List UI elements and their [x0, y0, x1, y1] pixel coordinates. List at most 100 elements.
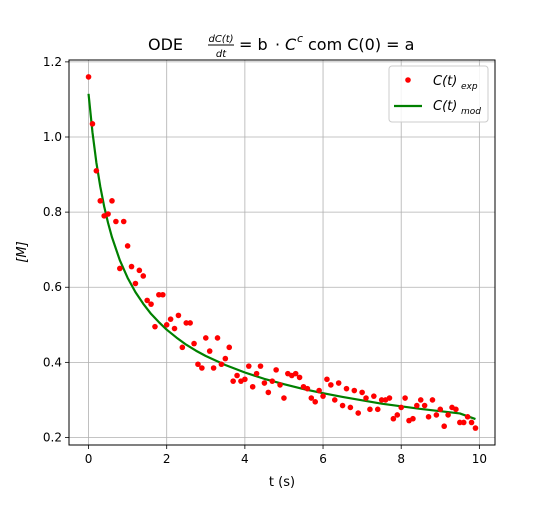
title-c-symbol: C [285, 35, 297, 54]
x-tick-label: 6 [319, 452, 327, 466]
data-point [226, 344, 233, 351]
data-point [433, 412, 440, 418]
data-point [308, 395, 315, 401]
data-point [343, 385, 350, 392]
data-point [265, 389, 272, 396]
data-point [339, 402, 346, 409]
legend-label-exp-main: C(t) [433, 74, 457, 89]
data-point [437, 406, 444, 413]
title-initial-condition: com C(0) = a [308, 35, 414, 54]
data-point [128, 263, 135, 270]
y-axis-ticks: 0.2 0.4 0.6 0.8 1.0 1.2 [43, 55, 69, 444]
y-tick-label: 1.2 [43, 55, 62, 69]
axes-frame [68, 59, 496, 446]
data-point [414, 402, 420, 409]
experimental-points-layer [85, 74, 479, 431]
data-point [195, 361, 201, 368]
data-point [202, 335, 209, 341]
title-fraction-denominator: dt [216, 49, 227, 60]
data-point [398, 404, 405, 411]
data-point [218, 361, 225, 368]
legend-label-mod-main: C(t) [433, 99, 457, 114]
data-point [328, 382, 334, 388]
y-tick-label: 0.6 [43, 280, 62, 294]
data-point [210, 365, 217, 371]
data-point [347, 404, 354, 411]
data-point [230, 378, 236, 384]
y-axis-label: [M] [15, 241, 30, 262]
data-point [156, 291, 162, 298]
title-equals-b: = b [239, 35, 268, 54]
data-point [281, 395, 287, 401]
data-point [378, 397, 385, 403]
data-point [191, 340, 197, 347]
data-point [457, 419, 463, 426]
data-point [152, 323, 158, 330]
y-tick-label: 1.0 [43, 130, 62, 144]
data-point [132, 280, 139, 287]
data-point [453, 406, 459, 413]
data-point [113, 218, 119, 225]
x-tick-label: 2 [163, 452, 171, 466]
data-point [253, 370, 260, 377]
data-point [85, 74, 92, 80]
data-point [242, 376, 248, 383]
x-axis-label: t (s) [269, 475, 295, 490]
legend-label-exp-sub: exp [461, 82, 478, 92]
title-prefix: ODE [148, 35, 183, 54]
data-point [187, 320, 193, 326]
data-point [179, 344, 186, 351]
x-tick-label: 4 [241, 452, 249, 466]
data-point [136, 267, 143, 274]
title-c-exponent: c [297, 32, 303, 45]
data-point [421, 402, 428, 409]
data-point [441, 423, 447, 430]
data-point [371, 393, 377, 399]
data-point [468, 419, 475, 426]
data-point [183, 320, 190, 326]
data-point [394, 412, 401, 418]
data-point [320, 393, 326, 399]
data-point [367, 406, 373, 413]
x-axis-ticks: 0 2 4 6 8 10 [85, 445, 487, 466]
data-point [316, 387, 322, 394]
data-point [120, 218, 127, 225]
data-point [464, 414, 471, 420]
data-point [292, 370, 299, 377]
data-point [144, 297, 150, 304]
data-point [429, 397, 436, 403]
grid [69, 60, 495, 445]
legend-marker-exp [405, 77, 411, 83]
x-tick-label: 8 [397, 452, 405, 466]
data-point [331, 397, 338, 403]
data-point [97, 198, 104, 204]
data-point [363, 395, 369, 401]
y-tick-label: 0.8 [43, 205, 62, 219]
data-point [89, 121, 96, 127]
data-point [386, 395, 393, 401]
data-point [324, 376, 330, 383]
y-tick-label: 0.4 [43, 355, 62, 369]
data-point [249, 383, 256, 390]
data-point [312, 399, 319, 405]
data-point [273, 367, 279, 373]
data-point [148, 301, 154, 307]
data-point [304, 385, 311, 392]
data-point [93, 168, 100, 174]
data-point [140, 273, 147, 279]
data-point [261, 380, 268, 386]
data-point [160, 291, 166, 298]
data-point [351, 387, 358, 394]
data-point [355, 410, 362, 416]
data-point [105, 211, 111, 217]
data-point [417, 397, 424, 403]
x-tick-label: 10 [472, 452, 487, 466]
data-point [245, 363, 252, 369]
data-point [206, 348, 213, 354]
chart-title: ODE dC(t) dt = b · C c com C(0) = a [148, 32, 414, 60]
data-point [117, 265, 123, 272]
data-point [410, 415, 416, 422]
title-fraction-numerator: dC(t) [208, 34, 233, 45]
